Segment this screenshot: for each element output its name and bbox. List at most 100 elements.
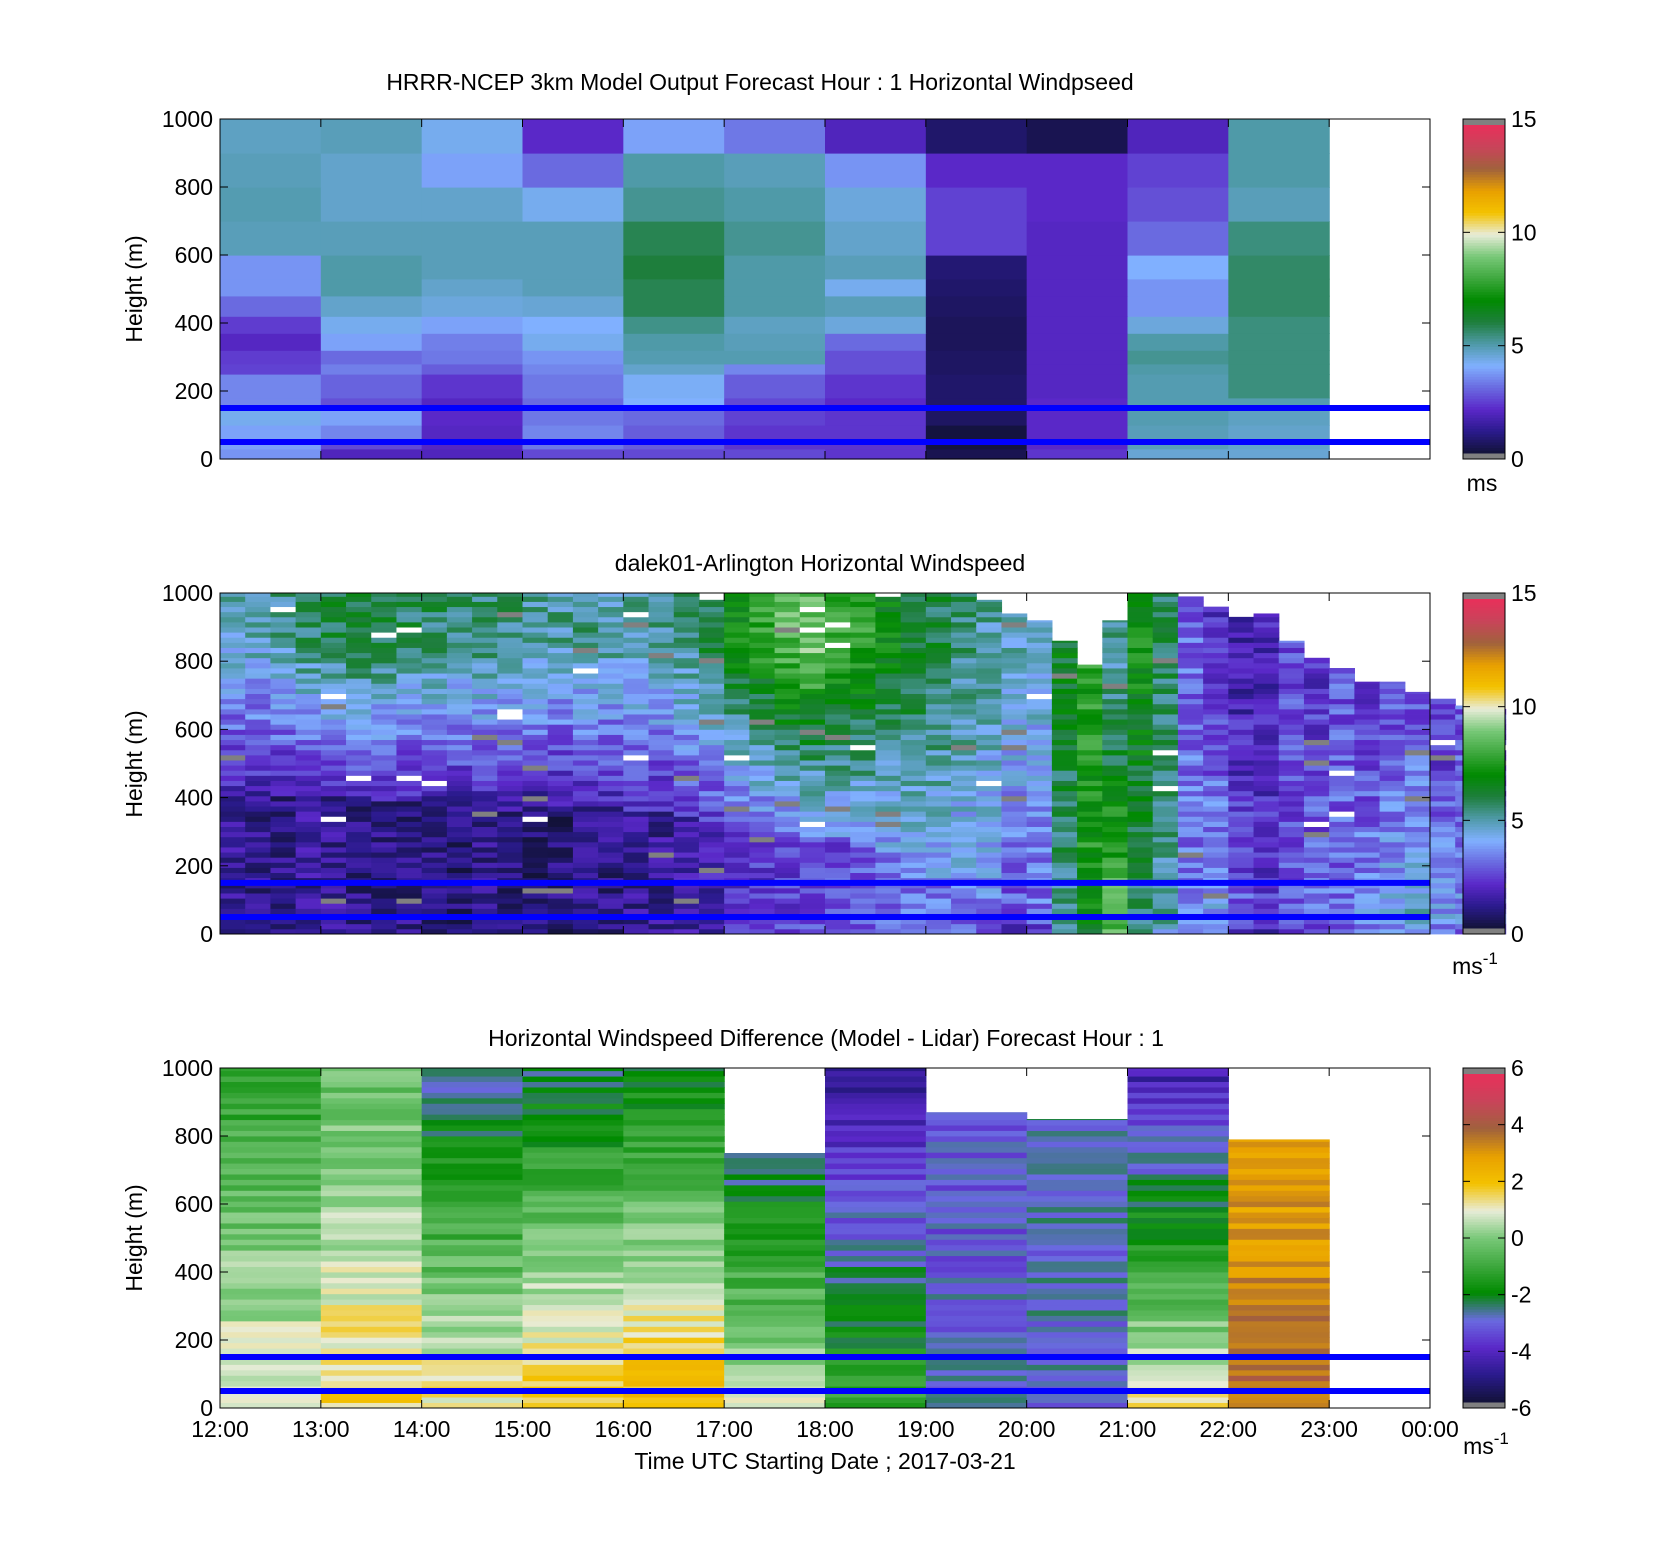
lidar-cell — [1152, 867, 1179, 874]
difference-cell — [623, 1136, 725, 1142]
lidar-cell — [799, 857, 826, 863]
y-tick-label: 400 — [175, 785, 213, 811]
difference-cell — [623, 1223, 725, 1229]
lidar-cell — [346, 785, 372, 792]
difference-cell — [421, 1261, 524, 1267]
lidar-cell — [875, 683, 902, 689]
lidar-cell — [1430, 760, 1456, 766]
lidar-cell — [1152, 847, 1179, 853]
model-cell — [421, 153, 524, 188]
lidar-cell — [472, 657, 498, 664]
lidar-cell — [1127, 739, 1154, 746]
difference-cell — [320, 1174, 423, 1180]
lidar-cell — [421, 826, 448, 833]
lidar-cell — [1379, 744, 1406, 751]
colorbar-segment — [1463, 1123, 1505, 1127]
lidar-cell — [446, 826, 473, 833]
lidar-cell — [698, 688, 725, 694]
lidar-cell — [572, 632, 599, 638]
lidar-cell — [1051, 785, 1078, 792]
lidar-cell — [623, 652, 650, 659]
lidar-cell — [1177, 698, 1204, 705]
lidar-cell — [1152, 698, 1179, 705]
model-cell — [1228, 397, 1330, 409]
lidar-cell — [698, 760, 725, 766]
lidar-cell — [421, 657, 448, 664]
lidar-cell — [1026, 806, 1053, 812]
lidar-cell — [245, 862, 272, 868]
lidar-cell — [623, 918, 650, 925]
lidar-cell — [749, 724, 776, 730]
lidar-cell — [1102, 754, 1129, 761]
colorbar-segment — [1463, 631, 1505, 636]
lidar-cell — [371, 683, 398, 689]
lidar-cell — [497, 806, 524, 812]
difference-cell — [320, 1223, 423, 1229]
lidar-cell — [724, 708, 750, 715]
lidar-cell — [749, 708, 776, 715]
lidar-cell — [1354, 923, 1381, 930]
lidar-cell — [1001, 852, 1028, 858]
lidar-cell — [396, 831, 423, 838]
difference-cell — [1026, 1157, 1129, 1164]
lidar-cell — [1228, 816, 1255, 822]
lidar-cell — [1430, 887, 1456, 894]
lidar-cell — [522, 652, 549, 659]
lidar-cell — [749, 893, 776, 899]
lidar-cell — [421, 816, 448, 822]
difference-cell — [320, 1288, 423, 1295]
colorbar-segment — [1463, 1216, 1505, 1220]
lidar-cell — [774, 785, 801, 792]
lidar-cell — [1303, 801, 1330, 807]
colorbar-segment — [1463, 1276, 1505, 1280]
colorbar-segment — [1463, 371, 1505, 375]
colorbar-segment — [1463, 1374, 1505, 1378]
lidar-cell — [522, 734, 549, 741]
difference-cell — [825, 1068, 927, 1072]
lidar-cell — [497, 857, 524, 863]
lidar-cell — [396, 647, 423, 654]
lidar-cell — [371, 632, 398, 638]
lidar-cell — [623, 662, 650, 669]
lidar-cell — [245, 898, 272, 904]
lidar-cell — [749, 606, 776, 613]
colorbar-segment — [1463, 409, 1505, 413]
lidar-cell — [825, 887, 851, 894]
lidar-cell — [825, 903, 851, 909]
lidar-cell — [799, 698, 826, 705]
colorbar-segment — [1463, 417, 1505, 421]
lidar-cell — [245, 693, 272, 700]
lidar-cell — [446, 744, 473, 751]
lidar-cell — [295, 662, 322, 669]
colorbar-segment — [1463, 1281, 1505, 1285]
lidar-cell — [976, 637, 1003, 643]
lidar-cell — [220, 821, 246, 827]
lidar-cell — [522, 903, 549, 909]
lidar-cell — [648, 724, 675, 730]
lidar-cell — [1152, 760, 1179, 766]
lidar-cell — [1303, 775, 1330, 781]
lidar-cell — [1278, 826, 1305, 833]
lidar-cell — [446, 698, 473, 705]
lidar-cell — [1379, 749, 1406, 756]
lidar-cell — [1228, 821, 1255, 827]
lidar-cell — [245, 821, 272, 827]
lidar-cell — [270, 821, 297, 827]
lidar-cell — [320, 601, 347, 608]
lidar-cell — [472, 770, 498, 776]
colorbar-segment — [1463, 705, 1505, 710]
difference-cell — [320, 1103, 423, 1110]
lidar-cell — [1303, 668, 1330, 674]
lidar-cell — [1203, 841, 1229, 848]
model-cell — [421, 316, 524, 334]
lidar-cell — [673, 867, 700, 874]
model-cell — [320, 374, 423, 399]
lidar-cell — [749, 923, 776, 930]
lidar-cell — [1329, 831, 1355, 838]
model-cell — [522, 119, 624, 154]
lidar-cell — [698, 893, 725, 899]
lidar-cell — [346, 719, 372, 725]
difference-cell — [1026, 1244, 1129, 1251]
lidar-cell — [799, 893, 826, 899]
lidar-cell — [598, 790, 624, 797]
